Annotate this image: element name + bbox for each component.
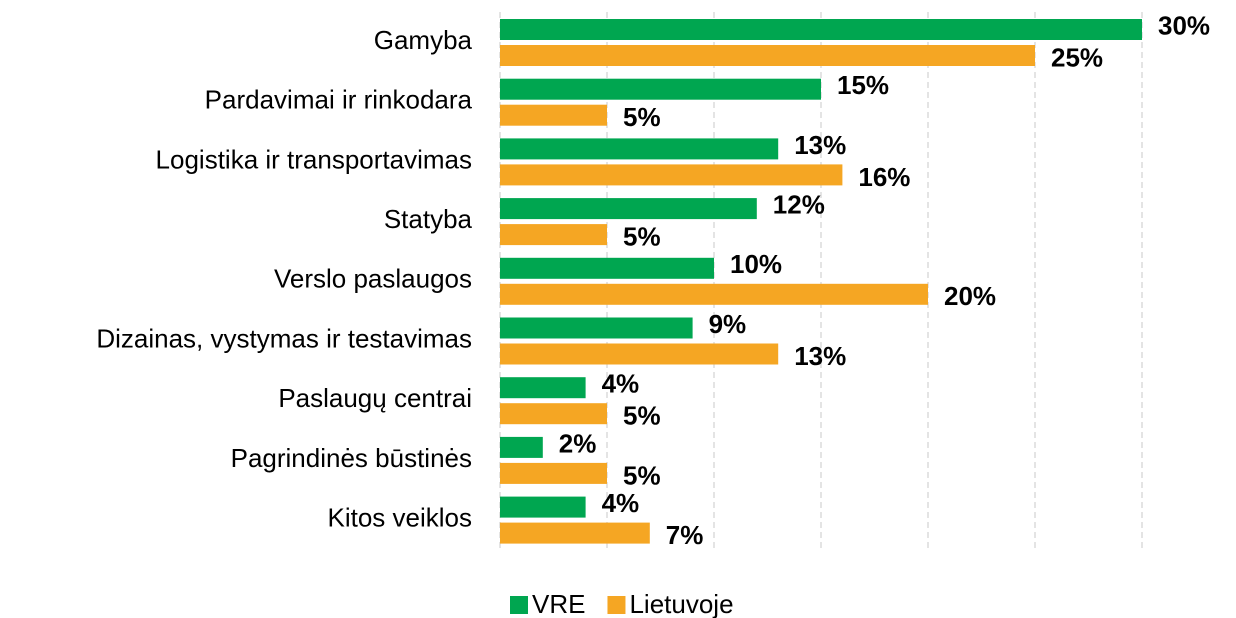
legend-swatch [510,596,528,614]
bar [500,317,693,339]
value-label: 15% [837,70,889,100]
bar [500,436,543,458]
bar [500,45,1035,66]
value-label: 2% [559,428,597,458]
bar [500,104,607,126]
bar [500,224,607,246]
bar [500,283,928,305]
category-label: Statyba [384,204,473,234]
category-label: Paslaugų centrai [278,383,472,413]
value-label: 5% [623,460,661,490]
value-label: 30% [1158,10,1210,40]
value-label: 5% [623,102,661,132]
legend-label: Lietuvoje [629,589,733,618]
bar [500,462,607,484]
category-label: Pagrindinės būstinės [231,443,472,473]
bar [500,522,650,544]
bar [500,377,586,399]
value-label: 13% [794,341,846,371]
bar [500,403,607,425]
legend-label: VRE [532,589,585,618]
category-label: Verslo paslaugos [274,264,472,294]
bar [500,164,843,186]
value-label: 4% [602,488,640,518]
bar [500,198,757,220]
value-label: 16% [858,162,910,192]
value-label: 12% [773,189,825,219]
value-label: 9% [709,309,747,339]
value-label: 4% [602,369,640,399]
bar [500,257,714,279]
legend-swatch [607,596,626,614]
value-label: 5% [623,401,661,431]
bar [500,496,586,518]
value-label: 25% [1051,42,1103,72]
category-label: Pardavimai ir rinkodara [205,85,473,115]
bar [500,138,779,160]
bar [500,78,821,100]
category-label: Logistika ir transportavimas [156,144,472,174]
value-label: 7% [666,520,704,550]
category-label: Gamyba [374,25,473,55]
value-label: 20% [944,281,996,311]
value-label: 5% [623,221,661,251]
value-label: 13% [794,130,846,160]
category-label: Kitos veiklos [328,502,473,532]
bar [500,19,1142,40]
value-label: 10% [730,249,782,279]
bar [500,343,779,365]
category-label: Dizainas, vystymas ir testavimas [96,323,472,353]
